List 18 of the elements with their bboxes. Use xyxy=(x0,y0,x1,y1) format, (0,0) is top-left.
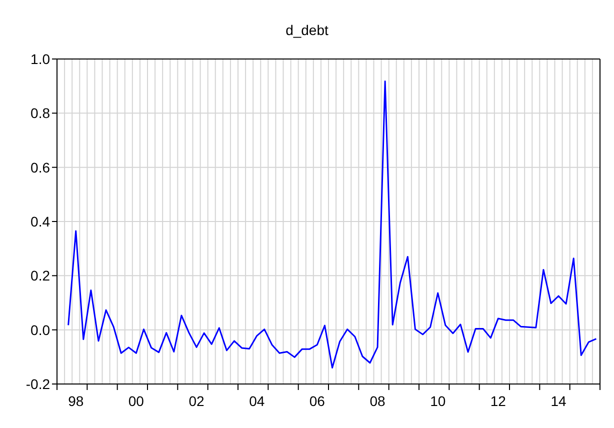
y-tick-label: -0.2 xyxy=(26,376,50,392)
x-tick-label: 02 xyxy=(188,393,205,409)
x-tick-label: 12 xyxy=(490,393,506,409)
y-tick-label: 0.6 xyxy=(30,159,50,176)
y-tick-label: 0.4 xyxy=(30,213,50,230)
x-tick-label: 06 xyxy=(309,393,326,409)
y-tick-label: 0.0 xyxy=(30,322,50,338)
x-tick-label: 00 xyxy=(128,393,144,409)
x-tick-label: 08 xyxy=(370,393,386,409)
x-tick-label: 10 xyxy=(430,393,446,409)
x-tick-label: 98 xyxy=(68,393,84,409)
line-series xyxy=(68,80,597,368)
y-tick-label: 0.2 xyxy=(30,268,50,284)
y-tick-label: 0.8 xyxy=(30,105,50,122)
y-tick-label: 1.0 xyxy=(30,50,50,67)
x-tick-label: 04 xyxy=(249,393,265,409)
x-tick-label: 14 xyxy=(550,393,567,409)
chart-title: d_debt xyxy=(284,22,330,40)
